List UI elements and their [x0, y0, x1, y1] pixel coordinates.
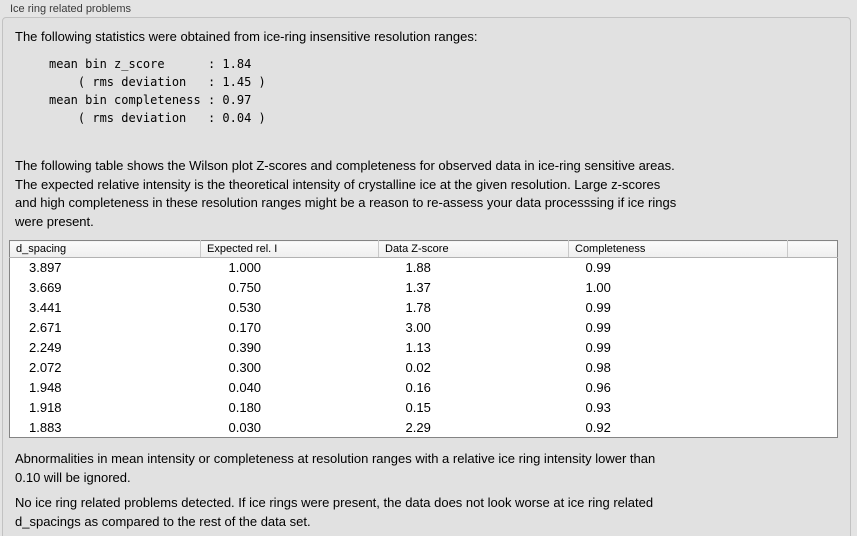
cell-d-spacing: 1.918: [29, 400, 62, 415]
intro-text: The following statistics were obtained f…: [15, 29, 478, 44]
column-header-completeness[interactable]: Completeness: [568, 240, 788, 258]
cell-expected-rel-i: 0.390: [228, 340, 262, 355]
table-row[interactable]: 2.249 0.390 1.13 0.99: [10, 338, 838, 358]
cell-d-spacing: 2.072: [29, 360, 62, 375]
cell-d-spacing: 2.249: [29, 340, 62, 355]
cell-data-z-score: 1.13: [405, 340, 431, 355]
table-row[interactable]: 3.441 0.530 1.78 0.99: [10, 298, 838, 318]
cell-data-z-score: 0.15: [405, 400, 431, 415]
ice-ring-groupbox: The following statistics were obtained f…: [2, 17, 851, 536]
cell-data-z-score: 3.00: [405, 320, 431, 335]
ice-ring-table: d_spacing Expected rel. I Data Z-score C…: [9, 240, 838, 438]
cell-expected-rel-i: 0.170: [228, 320, 262, 335]
cell-data-z-score: 0.16: [405, 380, 431, 395]
cell-completeness: 0.96: [585, 380, 611, 395]
cell-completeness: 0.93: [585, 400, 611, 415]
cell-expected-rel-i: 0.030: [228, 419, 262, 435]
cell-d-spacing: 1.948: [29, 380, 62, 395]
column-header-d-spacing[interactable]: d_spacing: [9, 240, 201, 258]
table-row[interactable]: 1.918 0.180 0.15 0.93: [10, 398, 838, 418]
cell-expected-rel-i: 0.530: [228, 300, 262, 315]
cell-completeness: 0.99: [585, 300, 611, 315]
cell-expected-rel-i: 0.750: [228, 280, 262, 295]
table-row[interactable]: 3.669 0.750 1.37 1.00: [10, 278, 838, 298]
cell-expected-rel-i: 0.180: [228, 400, 262, 415]
column-header-data-z-score[interactable]: Data Z-score: [378, 240, 569, 258]
conclusion-text: No ice ring related problems detected. I…: [15, 495, 654, 529]
cell-d-spacing: 2.671: [29, 320, 62, 335]
cell-expected-rel-i: 1.000: [228, 260, 262, 276]
cell-completeness: 0.99: [585, 340, 611, 355]
cell-d-spacing: 3.897: [29, 260, 62, 276]
ignore-rule-text: Abnormalities in mean intensity or compl…: [15, 451, 656, 485]
cell-completeness: 0.98: [585, 360, 611, 375]
cell-completeness: 0.99: [585, 260, 611, 276]
stats-summary-block: mean bin z_score : 1.84 ( rms deviation …: [49, 57, 266, 125]
table-description-text: The following table shows the Wilson plo…: [15, 158, 677, 229]
cell-data-z-score: 2.29: [405, 419, 431, 435]
cell-completeness: 0.99: [585, 320, 611, 335]
column-header-filler: [787, 240, 838, 258]
cell-d-spacing: 1.883: [29, 419, 62, 435]
table-row[interactable]: 1.883 0.030 2.29 0.92: [10, 418, 838, 438]
table-header-row: d_spacing Expected rel. I Data Z-score C…: [9, 240, 838, 258]
table-row[interactable]: 2.671 0.170 3.00 0.99: [10, 318, 838, 338]
table-row[interactable]: 1.948 0.040 0.16 0.96: [10, 378, 838, 398]
cell-data-z-score: 1.88: [405, 260, 431, 276]
panel-title: Ice ring related problems: [10, 3, 132, 15]
cell-expected-rel-i: 0.300: [228, 360, 262, 375]
table-row[interactable]: 3.897 1.000 1.88 0.99: [10, 258, 838, 278]
cell-data-z-score: 0.02: [405, 360, 431, 375]
cell-completeness: 1.00: [585, 280, 611, 295]
table-row[interactable]: 2.072 0.300 0.02 0.98: [10, 358, 838, 378]
cell-completeness: 0.92: [585, 419, 611, 435]
cell-d-spacing: 3.669: [29, 280, 62, 295]
cell-expected-rel-i: 0.040: [228, 380, 262, 395]
cell-data-z-score: 1.78: [405, 300, 431, 315]
cell-d-spacing: 3.441: [29, 300, 62, 315]
cell-data-z-score: 1.37: [405, 280, 431, 295]
column-header-expected-rel-i[interactable]: Expected rel. I: [200, 240, 379, 258]
